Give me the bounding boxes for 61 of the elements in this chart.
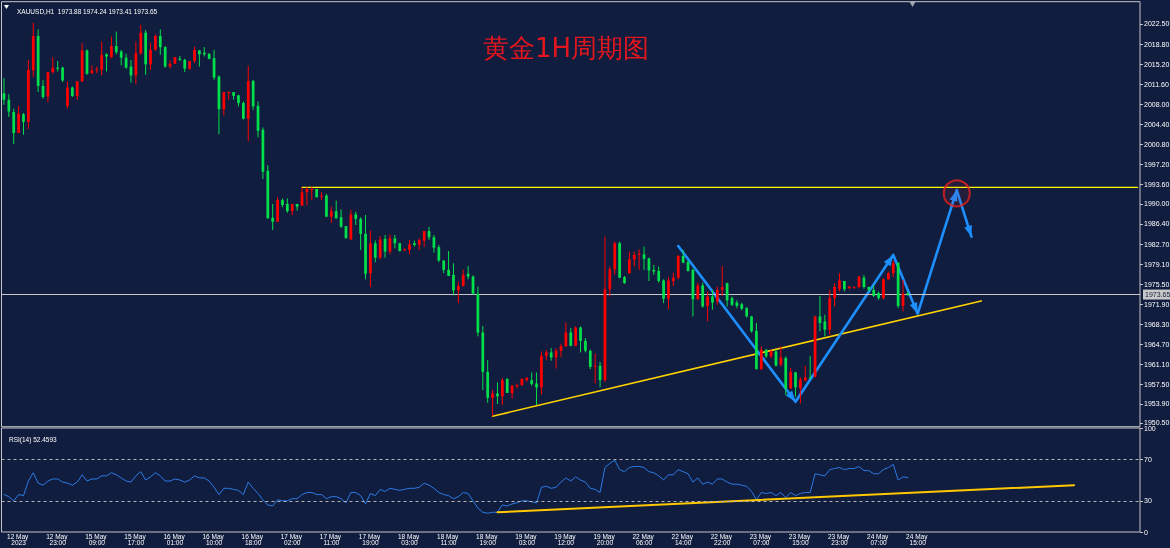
candlestick <box>823 314 827 337</box>
candlestick <box>149 42 152 71</box>
candlestick <box>681 249 685 264</box>
candlestick <box>447 250 450 277</box>
candlestick <box>496 381 499 405</box>
candlestick <box>12 108 16 145</box>
candlestick <box>579 325 582 353</box>
candlestick <box>662 278 665 304</box>
candlestick <box>535 371 538 406</box>
candlestick <box>110 36 113 59</box>
candlestick <box>759 345 763 371</box>
candlestick <box>222 91 226 116</box>
candlestick <box>7 93 11 118</box>
candlestick <box>799 376 802 404</box>
candlestick <box>882 277 885 300</box>
candlestick <box>22 112 25 136</box>
line-series <box>3 459 909 514</box>
candlestick <box>564 322 568 348</box>
candlestick <box>794 371 797 398</box>
candlestick <box>906 290 910 297</box>
candlestick <box>701 282 705 309</box>
candlestick <box>833 282 836 307</box>
candlestick <box>491 389 494 417</box>
candlestick <box>715 286 719 306</box>
candlestick <box>114 31 118 55</box>
line-series <box>676 188 973 404</box>
candlestick <box>637 248 641 271</box>
candlestick <box>276 196 279 223</box>
candlestick <box>838 272 841 292</box>
candlestick <box>158 28 162 56</box>
candlestick <box>56 60 60 73</box>
candlestick <box>452 262 455 296</box>
candlestick <box>100 41 104 76</box>
candlestick <box>593 353 597 384</box>
candlestick <box>17 105 20 134</box>
candlestick <box>310 186 314 201</box>
candlestick <box>163 45 167 69</box>
candlestick <box>500 377 504 406</box>
candlestick <box>457 281 460 304</box>
candlestick <box>466 265 470 280</box>
candlestick <box>608 266 612 297</box>
candlestick <box>628 251 631 275</box>
candlestick <box>378 235 382 260</box>
candlestick <box>667 276 670 310</box>
candlestick <box>325 193 328 218</box>
candlestick <box>808 355 812 379</box>
candlestick <box>66 80 69 110</box>
candlestick <box>139 24 143 56</box>
candlestick <box>359 216 363 251</box>
candlestick <box>373 240 377 263</box>
text: 黄金1H周期图 <box>483 33 650 63</box>
candlestick <box>720 265 724 297</box>
candlestick <box>706 291 709 322</box>
candlestick <box>711 289 714 311</box>
candlestick <box>271 203 275 231</box>
candlestick <box>588 349 592 370</box>
candlestick <box>227 90 231 101</box>
candlestick <box>242 100 245 121</box>
candlestick <box>676 254 680 280</box>
candlestick <box>779 345 783 367</box>
candlestick <box>105 52 108 73</box>
